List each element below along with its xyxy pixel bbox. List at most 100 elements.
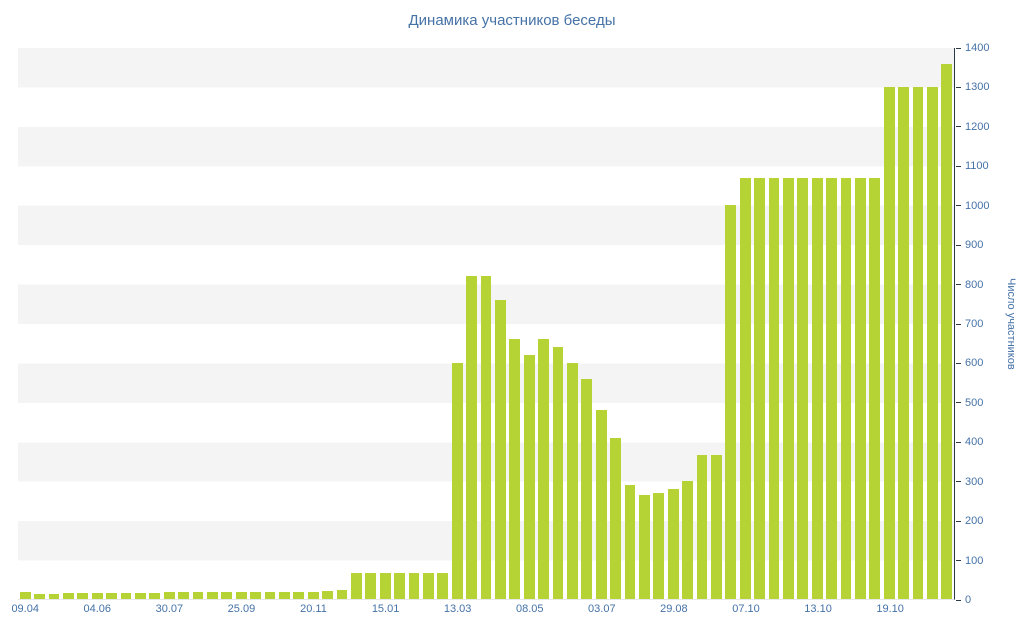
bar[interactable] xyxy=(120,592,132,599)
bar[interactable] xyxy=(552,347,564,599)
y-axis-tick xyxy=(956,86,961,88)
y-axis-label: 1300 xyxy=(965,81,990,94)
bar[interactable] xyxy=(48,593,60,599)
x-axis: 09.04 04.06 30.07 25.09 20.11 15.01 13.03 08.05… xyxy=(11,603,955,619)
bar[interactable] xyxy=(192,592,204,599)
bar[interactable] xyxy=(206,592,218,599)
bar[interactable] xyxy=(610,437,622,599)
bar[interactable] xyxy=(782,177,794,599)
bar[interactable] xyxy=(379,573,391,599)
bar[interactable] xyxy=(437,573,449,599)
bar[interactable] xyxy=(840,177,852,599)
bar[interactable] xyxy=(451,362,463,599)
bar[interactable] xyxy=(19,591,31,599)
bar[interactable] xyxy=(278,591,290,599)
y-axis-tick xyxy=(956,481,961,483)
bar[interactable] xyxy=(739,177,751,599)
bar[interactable] xyxy=(509,339,521,599)
bar[interactable] xyxy=(898,87,910,599)
bar[interactable] xyxy=(91,593,103,599)
bar[interactable] xyxy=(854,177,866,599)
y-axis-tick xyxy=(956,126,961,128)
bar[interactable] xyxy=(221,591,233,599)
bar[interactable] xyxy=(581,378,593,599)
bar[interactable] xyxy=(494,299,506,599)
bar[interactable] xyxy=(566,362,578,599)
bar[interactable] xyxy=(408,573,420,599)
bar[interactable] xyxy=(466,276,478,599)
x-axis-label: 20.11 xyxy=(300,603,327,615)
bar[interactable] xyxy=(826,177,838,599)
x-axis-label: 30.07 xyxy=(155,603,184,615)
bar[interactable] xyxy=(62,593,74,599)
bar[interactable] xyxy=(34,593,46,599)
bar[interactable] xyxy=(883,87,895,599)
y-axis-tick xyxy=(956,520,961,522)
bar[interactable] xyxy=(480,276,492,599)
y-axis-tick xyxy=(956,205,961,207)
bar[interactable] xyxy=(538,339,550,599)
bar[interactable] xyxy=(653,492,665,599)
bar[interactable] xyxy=(595,410,607,599)
bar[interactable] xyxy=(754,177,766,599)
y-axis-label: 300 xyxy=(965,475,984,488)
bar[interactable] xyxy=(696,455,708,599)
y-axis-tick xyxy=(956,599,961,601)
bar[interactable] xyxy=(106,592,118,599)
bar[interactable] xyxy=(163,592,175,599)
y-axis-label: 200 xyxy=(965,515,984,528)
bar[interactable] xyxy=(250,591,262,599)
bar[interactable] xyxy=(134,592,146,599)
bar[interactable] xyxy=(869,177,881,599)
y-axis-label: 800 xyxy=(965,278,984,291)
bar[interactable] xyxy=(394,573,406,599)
bar[interactable] xyxy=(667,488,679,599)
y-axis-title-wrap: Число участников xyxy=(1002,48,1020,600)
bar[interactable] xyxy=(350,573,362,599)
bar[interactable] xyxy=(322,591,334,599)
y-axis-tick xyxy=(956,323,961,325)
y-axis-tick xyxy=(956,362,961,364)
y-axis: 0 100 200 300 400 500 600 700 800 900 1000 1100 1200… xyxy=(956,42,1016,606)
y-axis-label: 1200 xyxy=(965,120,990,133)
y-axis-title: Число участников xyxy=(1005,278,1017,370)
bar[interactable] xyxy=(365,573,377,599)
x-axis-label: 19.10 xyxy=(876,603,904,615)
bar[interactable] xyxy=(768,177,780,599)
y-axis-label: 100 xyxy=(965,554,984,567)
bar[interactable] xyxy=(523,355,535,599)
bar[interactable] xyxy=(624,484,636,599)
x-axis-label: 13.03 xyxy=(443,603,472,615)
bar[interactable] xyxy=(264,591,276,599)
bar[interactable] xyxy=(811,177,823,599)
y-axis-label: 1100 xyxy=(965,160,989,173)
y-axis-label: 400 xyxy=(965,436,984,449)
bar[interactable] xyxy=(682,480,694,599)
bar[interactable] xyxy=(149,592,161,599)
y-axis-tick xyxy=(956,441,961,443)
plot-area xyxy=(18,48,955,600)
bar[interactable] xyxy=(710,455,722,599)
bar[interactable] xyxy=(336,590,348,599)
y-axis-tick xyxy=(956,165,961,167)
bar[interactable] xyxy=(926,87,938,599)
bar[interactable] xyxy=(912,87,924,599)
x-axis-label: 13.10 xyxy=(804,603,832,615)
bar[interactable] xyxy=(725,205,737,599)
bar[interactable] xyxy=(307,591,319,599)
bar[interactable] xyxy=(422,573,434,599)
y-axis-tick xyxy=(956,560,961,562)
bar[interactable] xyxy=(638,494,650,599)
y-axis-label: 700 xyxy=(965,318,984,330)
bar[interactable] xyxy=(235,591,247,599)
bar[interactable] xyxy=(77,593,89,599)
y-axis-label: 1400 xyxy=(965,42,990,54)
x-axis-label: 25.09 xyxy=(227,603,256,615)
x-axis-label: 15.01 xyxy=(371,603,400,615)
x-axis-label: 29.08 xyxy=(660,603,688,615)
bar[interactable] xyxy=(293,591,305,599)
bar[interactable] xyxy=(797,177,809,599)
y-axis-tick xyxy=(956,402,961,404)
bar[interactable] xyxy=(941,63,953,599)
bar[interactable] xyxy=(178,592,190,599)
